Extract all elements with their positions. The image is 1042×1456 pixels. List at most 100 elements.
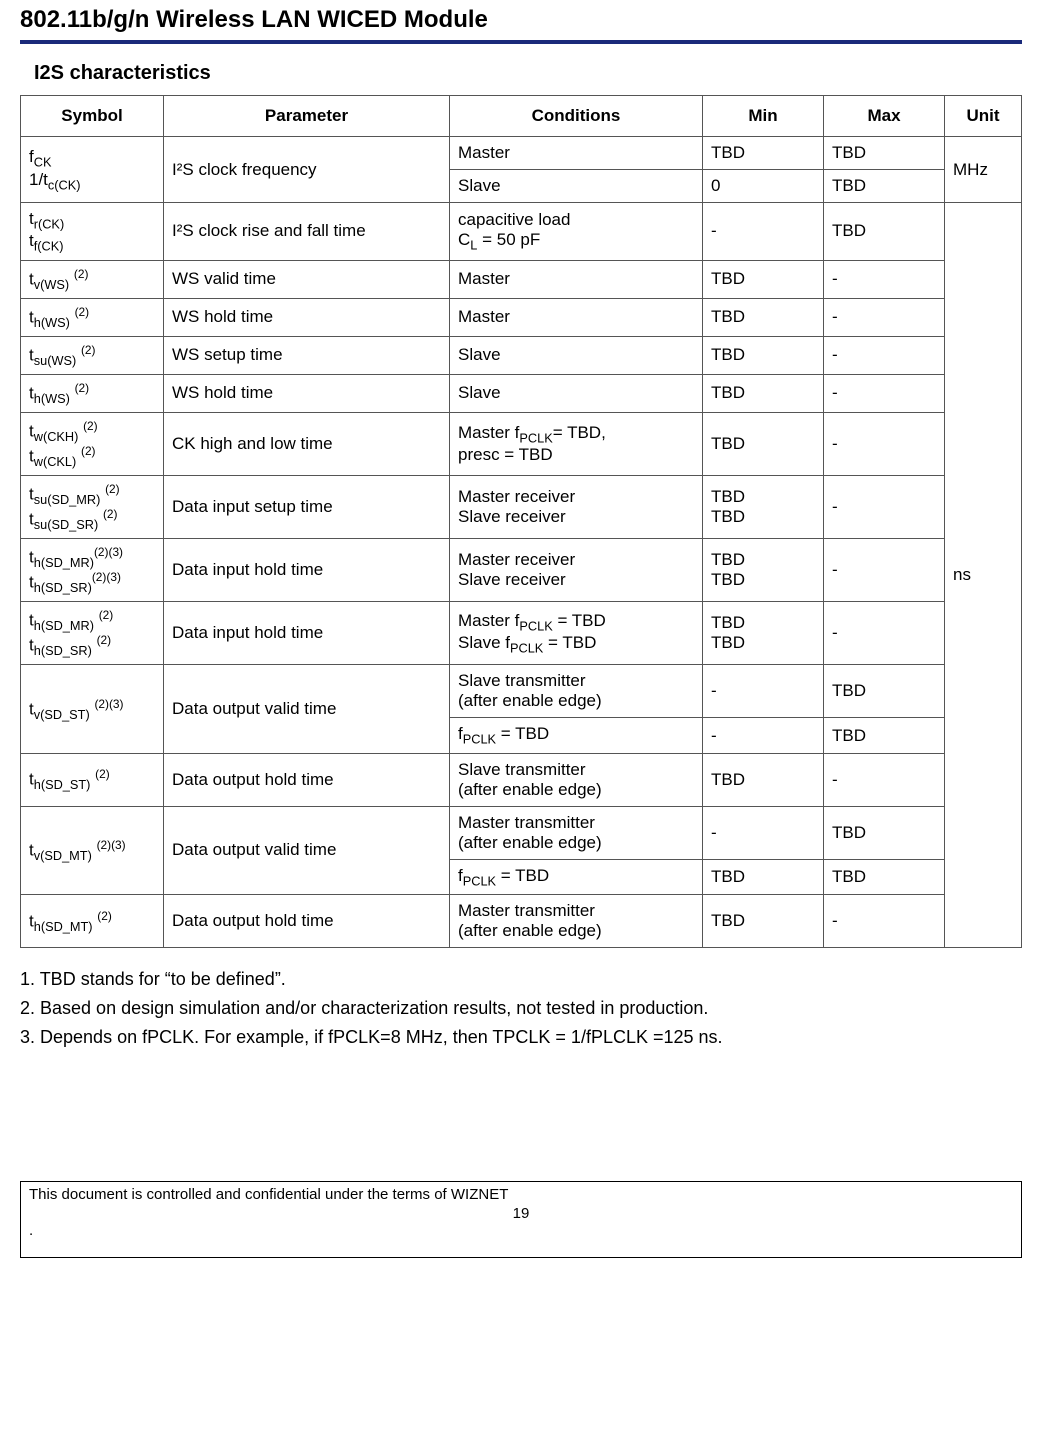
note-2: 2. Based on design simulation and/or cha… bbox=[20, 995, 1022, 1022]
cell-min: TBD bbox=[703, 260, 824, 298]
cell-symbol: tsu(WS) (2) bbox=[21, 336, 164, 374]
cell-min: TBD bbox=[703, 298, 824, 336]
footer-page-number: 19 bbox=[29, 1205, 1013, 1222]
table-row: tv(WS) (2)WS valid timeMasterTBD- bbox=[21, 260, 1022, 298]
table-row: fCK1/tc(CK)I²S clock frequencyMasterTBDT… bbox=[21, 137, 1022, 170]
cell-symbol: th(SD_MR)(2)(3)th(SD_SR)(2)(3) bbox=[21, 539, 164, 602]
cell-conditions: Master transmitter(after enable edge) bbox=[450, 806, 703, 859]
cell-symbol: th(SD_ST) (2) bbox=[21, 753, 164, 806]
cell-symbol: tsu(SD_MR) (2)tsu(SD_SR) (2) bbox=[21, 476, 164, 539]
table-row: tw(CKH) (2)tw(CKL) (2)CK high and low ti… bbox=[21, 412, 1022, 475]
cell-max: - bbox=[824, 412, 945, 475]
cell-conditions: Slave transmitter(after enable edge) bbox=[450, 665, 703, 718]
col-symbol: Symbol bbox=[21, 96, 164, 137]
cell-parameter: Data output valid time bbox=[164, 806, 450, 894]
cell-symbol: tr(CK)tf(CK) bbox=[21, 203, 164, 261]
col-max: Max bbox=[824, 96, 945, 137]
table-row: th(SD_MR) (2)th(SD_SR) (2)Data input hol… bbox=[21, 602, 1022, 665]
cell-parameter: WS hold time bbox=[164, 298, 450, 336]
table-row: th(SD_ST) (2)Data output hold timeSlave … bbox=[21, 753, 1022, 806]
table-header-row: Symbol Parameter Conditions Min Max Unit bbox=[21, 96, 1022, 137]
cell-min: TBD bbox=[703, 753, 824, 806]
table-row: tsu(WS) (2)WS setup timeSlaveTBD- bbox=[21, 336, 1022, 374]
cell-min: TBDTBD bbox=[703, 602, 824, 665]
cell-unit: MHz bbox=[945, 137, 1022, 203]
cell-conditions: Slave bbox=[450, 336, 703, 374]
note-1: 1. TBD stands for “to be defined”. bbox=[20, 966, 1022, 993]
cell-conditions: Slave bbox=[450, 170, 703, 203]
cell-conditions: fPCLK = TBD bbox=[450, 859, 703, 894]
note-3: 3. Depends on fPCLK. For example, if fPC… bbox=[20, 1024, 1022, 1051]
cell-max: - bbox=[824, 602, 945, 665]
cell-max: - bbox=[824, 895, 945, 948]
cell-max: TBD bbox=[824, 137, 945, 170]
cell-symbol: tv(SD_ST) (2)(3) bbox=[21, 665, 164, 753]
cell-conditions: Master bbox=[450, 137, 703, 170]
footer-box: This document is controlled and confiden… bbox=[20, 1181, 1022, 1258]
cell-min: TBD bbox=[703, 859, 824, 894]
cell-symbol: th(WS) (2) bbox=[21, 298, 164, 336]
cell-max: TBD bbox=[824, 170, 945, 203]
col-conditions: Conditions bbox=[450, 96, 703, 137]
cell-min: - bbox=[703, 718, 824, 753]
cell-conditions: fPCLK = TBD bbox=[450, 718, 703, 753]
footer-text: This document is controlled and confiden… bbox=[29, 1186, 1013, 1203]
cell-conditions: Master fPCLK= TBD,presc = TBD bbox=[450, 412, 703, 475]
cell-max: TBD bbox=[824, 859, 945, 894]
cell-min: 0 bbox=[703, 170, 824, 203]
cell-min: - bbox=[703, 806, 824, 859]
cell-symbol: fCK1/tc(CK) bbox=[21, 137, 164, 203]
cell-max: - bbox=[824, 374, 945, 412]
cell-max: TBD bbox=[824, 203, 945, 261]
cell-max: - bbox=[824, 336, 945, 374]
footnotes: 1. TBD stands for “to be defined”. 2. Ba… bbox=[20, 966, 1022, 1051]
table-row: tv(SD_MT) (2)(3)Data output valid timeMa… bbox=[21, 806, 1022, 859]
cell-conditions: Master receiverSlave receiver bbox=[450, 539, 703, 602]
cell-min: - bbox=[703, 203, 824, 261]
cell-unit: ns bbox=[945, 203, 1022, 948]
cell-min: TBD bbox=[703, 137, 824, 170]
col-unit: Unit bbox=[945, 96, 1022, 137]
cell-max: TBD bbox=[824, 718, 945, 753]
cell-max: - bbox=[824, 298, 945, 336]
cell-max: - bbox=[824, 539, 945, 602]
cell-symbol: tw(CKH) (2)tw(CKL) (2) bbox=[21, 412, 164, 475]
cell-min: TBD bbox=[703, 336, 824, 374]
cell-max: TBD bbox=[824, 665, 945, 718]
table-row: tsu(SD_MR) (2)tsu(SD_SR) (2)Data input s… bbox=[21, 476, 1022, 539]
table-row: th(SD_MR)(2)(3)th(SD_SR)(2)(3)Data input… bbox=[21, 539, 1022, 602]
table-row: tr(CK)tf(CK)I²S clock rise and fall time… bbox=[21, 203, 1022, 261]
cell-max: TBD bbox=[824, 806, 945, 859]
cell-parameter: WS setup time bbox=[164, 336, 450, 374]
cell-conditions: Master fPCLK = TBDSlave fPCLK = TBD bbox=[450, 602, 703, 665]
cell-conditions: Slave transmitter(after enable edge) bbox=[450, 753, 703, 806]
cell-parameter: Data input setup time bbox=[164, 476, 450, 539]
cell-conditions: Master bbox=[450, 260, 703, 298]
footer-dot: . bbox=[29, 1222, 1013, 1239]
cell-min: - bbox=[703, 665, 824, 718]
cell-symbol: th(SD_MT) (2) bbox=[21, 895, 164, 948]
cell-parameter: WS hold time bbox=[164, 374, 450, 412]
cell-symbol: th(WS) (2) bbox=[21, 374, 164, 412]
table-row: th(WS) (2)WS hold timeMasterTBD- bbox=[21, 298, 1022, 336]
cell-parameter: I²S clock rise and fall time bbox=[164, 203, 450, 261]
cell-parameter: Data input hold time bbox=[164, 539, 450, 602]
cell-parameter: Data output hold time bbox=[164, 753, 450, 806]
col-min: Min bbox=[703, 96, 824, 137]
cell-conditions: Master bbox=[450, 298, 703, 336]
cell-parameter: WS valid time bbox=[164, 260, 450, 298]
cell-max: - bbox=[824, 476, 945, 539]
i2s-spec-table: Symbol Parameter Conditions Min Max Unit… bbox=[20, 95, 1022, 948]
cell-parameter: Data output hold time bbox=[164, 895, 450, 948]
cell-max: - bbox=[824, 260, 945, 298]
cell-conditions: capacitive loadCL = 50 pF bbox=[450, 203, 703, 261]
cell-min: TBDTBD bbox=[703, 476, 824, 539]
cell-conditions: Master transmitter(after enable edge) bbox=[450, 895, 703, 948]
cell-parameter: Data output valid time bbox=[164, 665, 450, 753]
cell-max: - bbox=[824, 753, 945, 806]
table-row: th(SD_MT) (2)Data output hold timeMaster… bbox=[21, 895, 1022, 948]
cell-min: TBD bbox=[703, 412, 824, 475]
col-parameter: Parameter bbox=[164, 96, 450, 137]
cell-parameter: Data input hold time bbox=[164, 602, 450, 665]
cell-symbol: tv(SD_MT) (2)(3) bbox=[21, 806, 164, 894]
